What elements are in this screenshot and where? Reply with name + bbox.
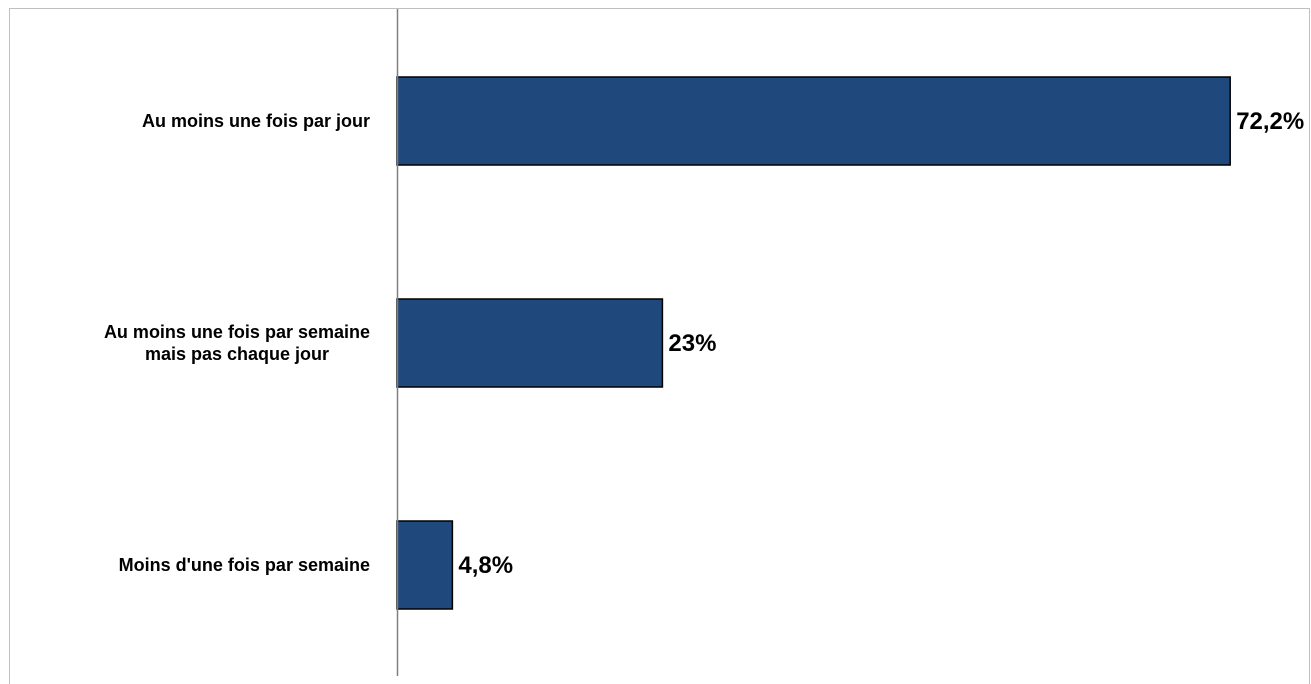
value-label-1: 23% xyxy=(668,330,716,357)
category-label-1-line-0: Au moins une fois par semaine xyxy=(104,322,370,342)
category-label-1-line-1: mais pas chaque jour xyxy=(145,344,329,364)
chart-frame xyxy=(9,8,1310,684)
bar-1 xyxy=(396,298,664,388)
labels-group: 72,2% Au moins une fois par jour 23% Au moi… xyxy=(104,108,1304,579)
bars-group xyxy=(396,76,1231,610)
category-label-1: Au moins une fois par semaine mais pas ch… xyxy=(104,322,370,364)
category-label-2: Moins d'une fois par semaine xyxy=(119,555,370,575)
value-label-0: 72,2% xyxy=(1236,108,1304,135)
category-label-0: Au moins une fois par jour xyxy=(142,111,370,131)
bar-0 xyxy=(396,76,1231,166)
value-label-2: 4,8% xyxy=(458,552,513,579)
bar-2 xyxy=(396,520,454,610)
